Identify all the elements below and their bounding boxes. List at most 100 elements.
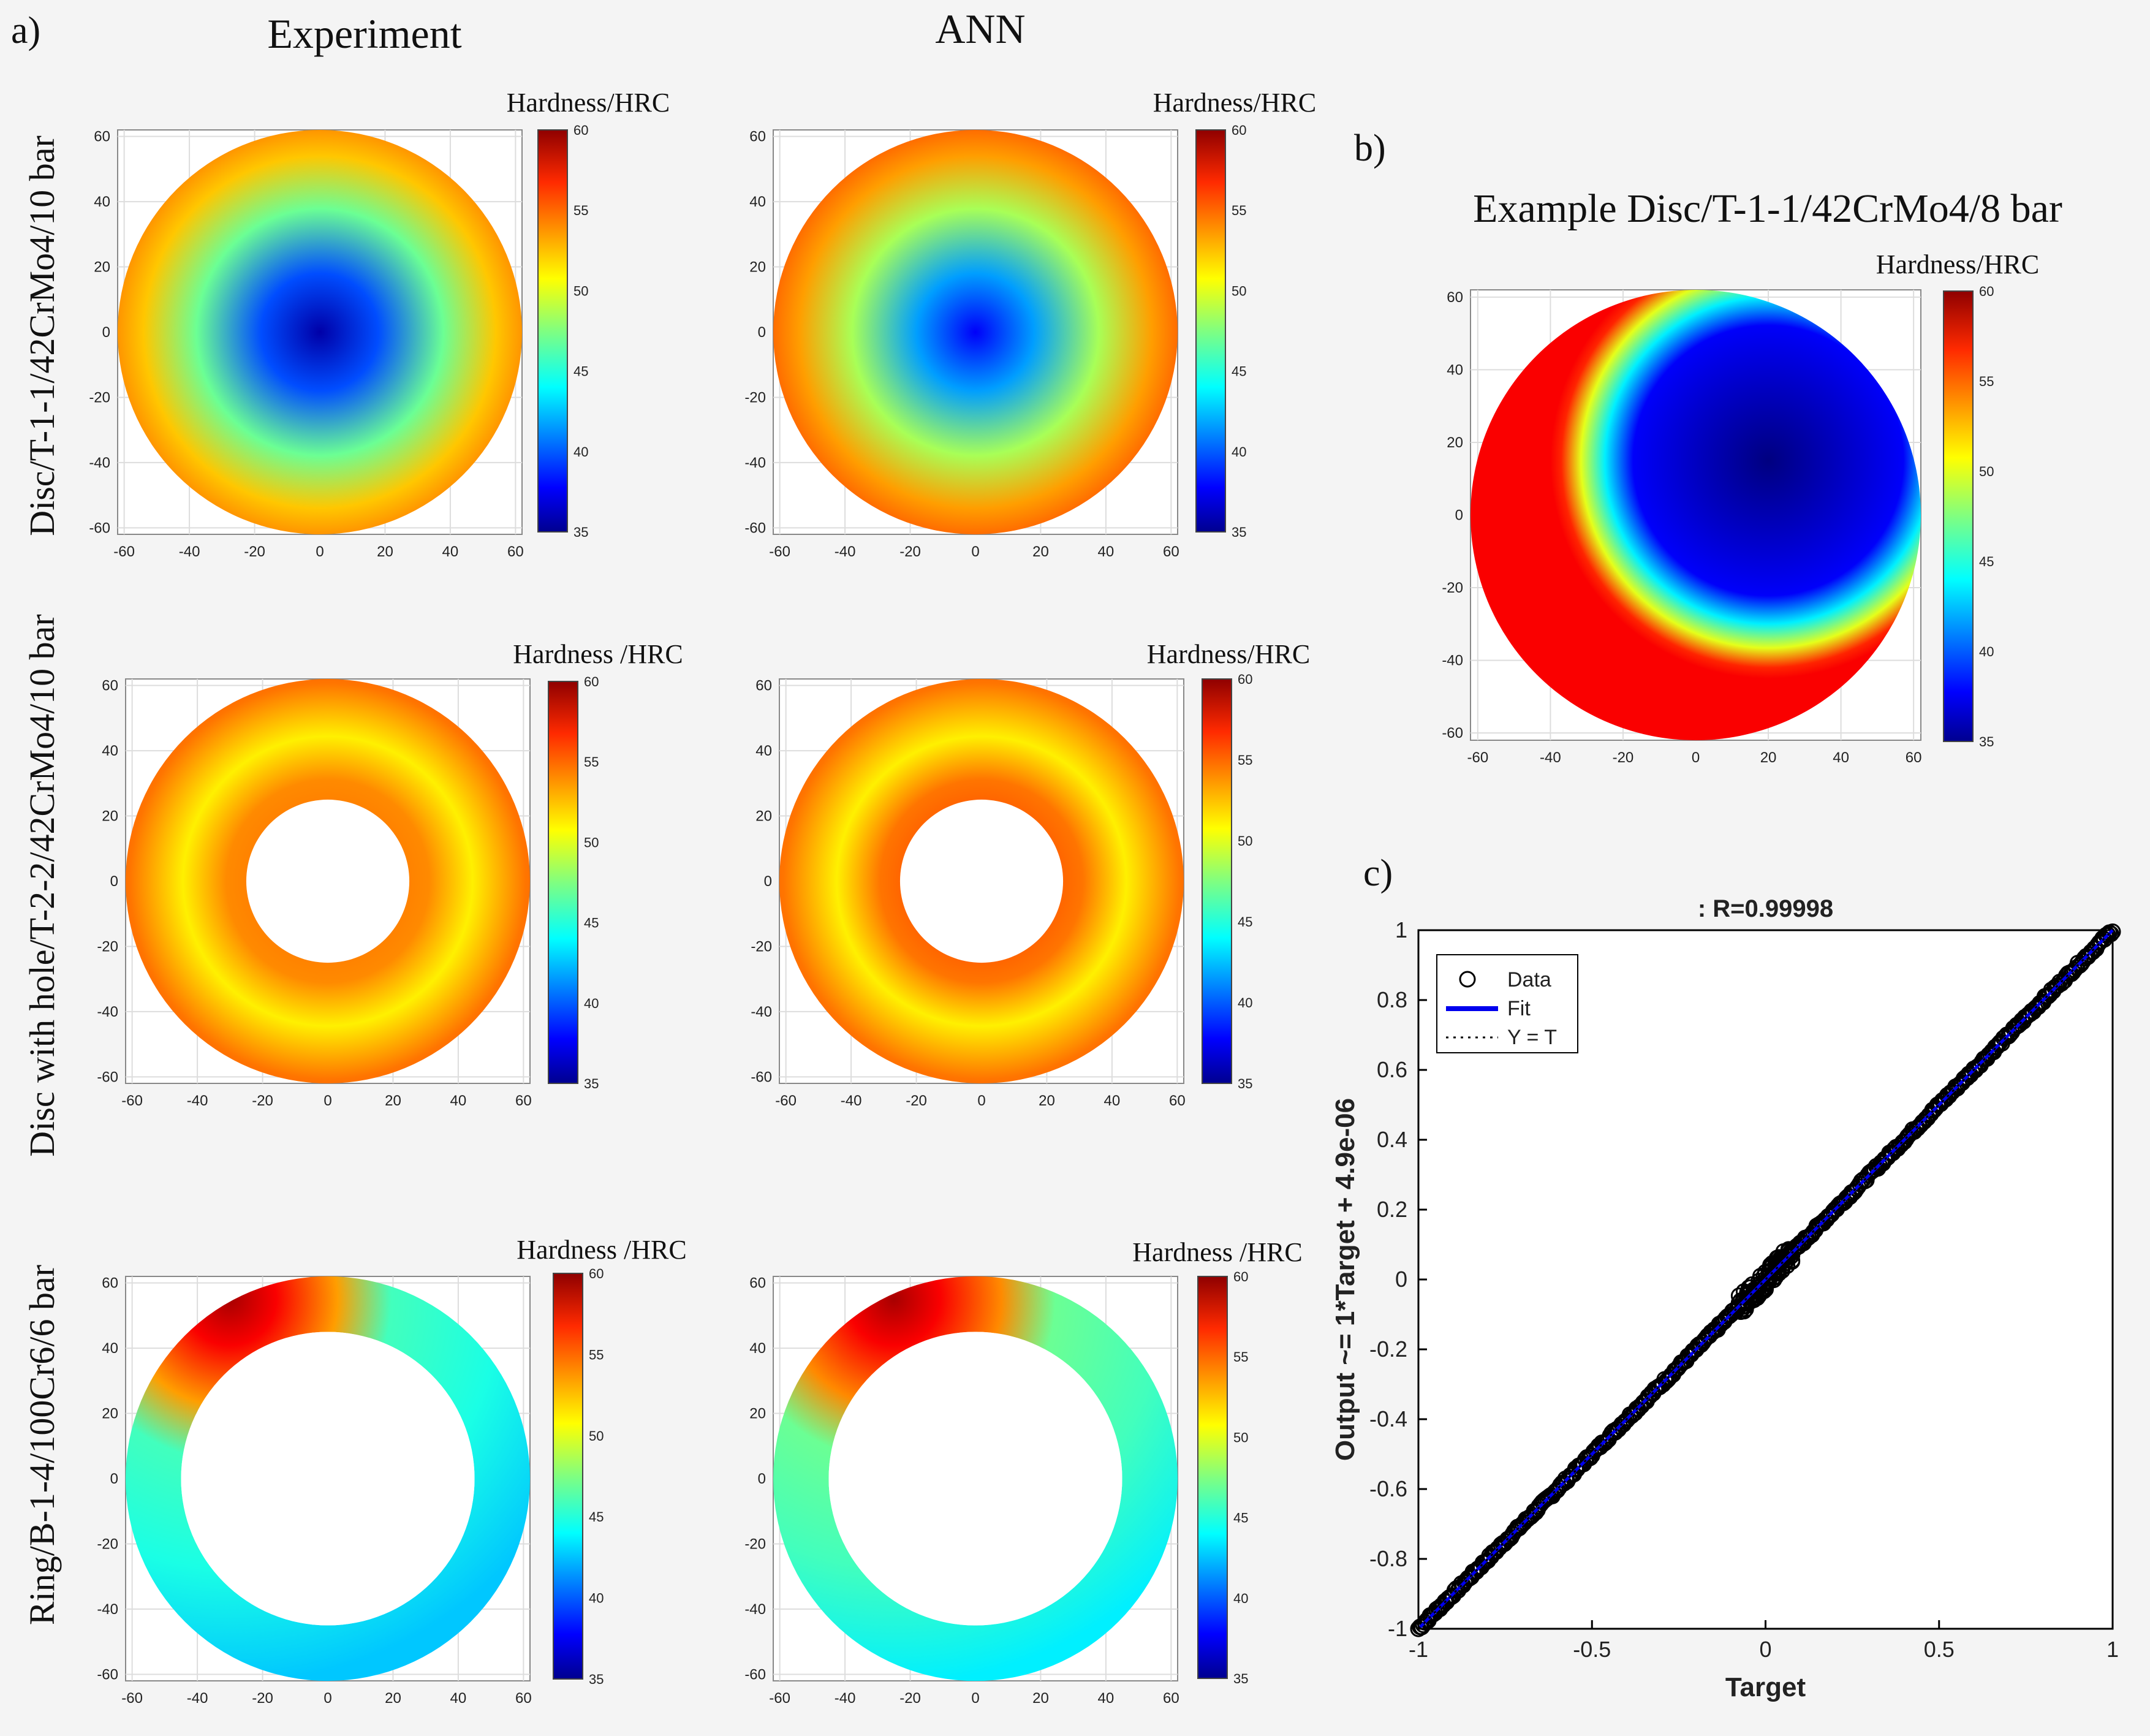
x-tick-label: -20 xyxy=(252,1690,273,1707)
x-tick-label: 20 xyxy=(377,544,393,560)
y-tick-label: -40 xyxy=(1442,653,1463,669)
y-tick-label: 40 xyxy=(749,194,766,210)
panel-c-label: c) xyxy=(1363,852,1393,894)
x-tick-label: -60 xyxy=(1467,749,1489,766)
colorbar-title: Hardness/HRC xyxy=(1147,639,1310,669)
y-tick-label: -0.2 xyxy=(1369,1336,1407,1362)
y-tick-label: -20 xyxy=(97,1536,118,1552)
colorbar xyxy=(1197,1276,1228,1679)
colorbar-tick-label: 50 xyxy=(1979,464,1994,479)
y-tick-label: -60 xyxy=(1442,725,1463,741)
y-tick-label: 40 xyxy=(749,1340,766,1357)
legend-marker-data xyxy=(1459,971,1476,988)
y-tick-label: -40 xyxy=(97,1601,118,1618)
x-tick-label: -60 xyxy=(769,1690,790,1707)
colorbar xyxy=(1202,678,1232,1084)
x-axis-label: Target xyxy=(1725,1672,1806,1702)
disc-hole xyxy=(246,799,410,963)
legend: Data Fit Y = T xyxy=(1436,954,1578,1053)
y-tick-label: -40 xyxy=(744,1601,766,1618)
colorbar-title: Hardness /HRC xyxy=(517,1235,686,1265)
y-tick-label: 0 xyxy=(110,873,118,890)
x-tick-label: -60 xyxy=(769,544,790,560)
y-tick-label: 40 xyxy=(1447,362,1463,378)
y-tick-label: 60 xyxy=(94,129,110,145)
y-tick-label: -40 xyxy=(751,1004,772,1020)
y-tick-label: -60 xyxy=(744,1666,766,1683)
colorbar-tick-label: 50 xyxy=(1238,833,1252,849)
y-tick-label: -60 xyxy=(97,1666,118,1683)
y-tick-label: 60 xyxy=(755,678,772,694)
heatmap-exp-hole: -60 -40 -20 0 20 40 60 -60 -40 -20 0 20 40 60 35 40 45 50… xyxy=(97,639,683,1109)
x-tick-label: -40 xyxy=(835,544,856,560)
row-label-ring: Ring/B-1-4/100Cr6/6 bar xyxy=(22,1265,62,1625)
x-tick-label: 40 xyxy=(450,1690,467,1707)
y-tick-label: 60 xyxy=(749,1275,766,1292)
colorbar-title: Hardness/HRC xyxy=(1876,249,2039,279)
x-tick-label: -60 xyxy=(775,1093,797,1109)
heatmap-exp-ring: -60 -40 -20 0 20 40 60 -60 -40 -20 0 20 40 60 35 40 45 50… xyxy=(97,1235,686,1707)
y-tick-label: -0.4 xyxy=(1369,1406,1407,1431)
y-tick-label: 0 xyxy=(1455,507,1463,524)
colorbar-tick-label: 55 xyxy=(1232,203,1246,218)
colorbar-title: Hardness /HRC xyxy=(513,639,683,669)
colorbar-title: Hardness/HRC xyxy=(507,88,670,118)
y-tick-label: 60 xyxy=(749,129,766,145)
colorbar-tick-label: 40 xyxy=(1979,644,1994,659)
colorbar xyxy=(553,1273,583,1680)
regression-title: : R=0.99998 xyxy=(1698,895,1833,922)
colorbar-tick-label: 50 xyxy=(1232,283,1246,298)
y-tick-label: 0.2 xyxy=(1377,1197,1407,1222)
x-tick-label: 0 xyxy=(324,1690,331,1707)
colorbar-tick-label: 45 xyxy=(1233,1510,1248,1526)
colorbar-tick-label: 45 xyxy=(1238,914,1252,930)
colorbar xyxy=(548,681,578,1084)
y-tick-label: -40 xyxy=(744,455,766,471)
panel-a-label: a) xyxy=(11,10,40,51)
x-tick-label: -60 xyxy=(121,1093,143,1109)
y-tick-label: 40 xyxy=(94,194,110,210)
x-tick-label: 20 xyxy=(385,1690,401,1707)
disc-hardness-map xyxy=(118,130,522,534)
colorbar-tick-label: 60 xyxy=(1979,284,1994,299)
y-tick-label: 0.8 xyxy=(1377,987,1407,1012)
colorbar-tick-label: 40 xyxy=(1238,995,1252,1010)
disc-hardness-map xyxy=(1471,290,1921,740)
y-tick-label: -0.6 xyxy=(1369,1476,1407,1501)
column-title-ann: ANN xyxy=(935,6,1025,52)
y-tick-label: -60 xyxy=(744,520,766,536)
y-tick-label: 20 xyxy=(102,808,118,825)
x-tick-label: 0 xyxy=(316,544,324,560)
x-tick-label: -20 xyxy=(1613,749,1634,766)
colorbar-tick-label: 55 xyxy=(584,754,599,770)
y-tick-label: -60 xyxy=(751,1069,772,1085)
colorbar-tick-label: 60 xyxy=(584,674,599,689)
colorbar-tick-label: 50 xyxy=(589,1428,604,1444)
legend-entry: Y = T xyxy=(1507,1026,1557,1049)
x-tick-label: 40 xyxy=(1098,544,1115,560)
colorbar-tick-label: 50 xyxy=(584,835,599,850)
x-tick-label: 60 xyxy=(1169,1093,1186,1109)
y-tick-label: 20 xyxy=(94,259,110,276)
y-tick-label: 0 xyxy=(110,1471,118,1487)
x-tick-label: -40 xyxy=(179,544,200,560)
colorbar-tick-label: 45 xyxy=(573,364,588,379)
y-tick-label: 0.4 xyxy=(1377,1127,1407,1152)
x-tick-label: 60 xyxy=(1906,749,1922,766)
x-tick-label: 60 xyxy=(1163,544,1179,560)
colorbar-tick-label: 35 xyxy=(584,1076,599,1091)
x-tick-label: -60 xyxy=(113,544,135,560)
x-tick-label: -20 xyxy=(899,544,921,560)
colorbar-tick-label: 60 xyxy=(1233,1269,1248,1284)
colorbar-tick-label: 40 xyxy=(584,996,599,1011)
x-tick-label: -60 xyxy=(121,1690,143,1707)
x-tick-label: -40 xyxy=(835,1690,856,1707)
y-tick-label: -60 xyxy=(89,520,110,536)
y-tick-label: 40 xyxy=(102,1340,118,1357)
colorbar-tick-label: 40 xyxy=(1233,1591,1248,1606)
x-tick-label: 20 xyxy=(1032,1690,1049,1707)
colorbar xyxy=(537,129,568,533)
y-tick-label: 20 xyxy=(1447,434,1463,451)
x-tick-label: -0.5 xyxy=(1573,1637,1611,1662)
data-point xyxy=(2102,925,2119,942)
